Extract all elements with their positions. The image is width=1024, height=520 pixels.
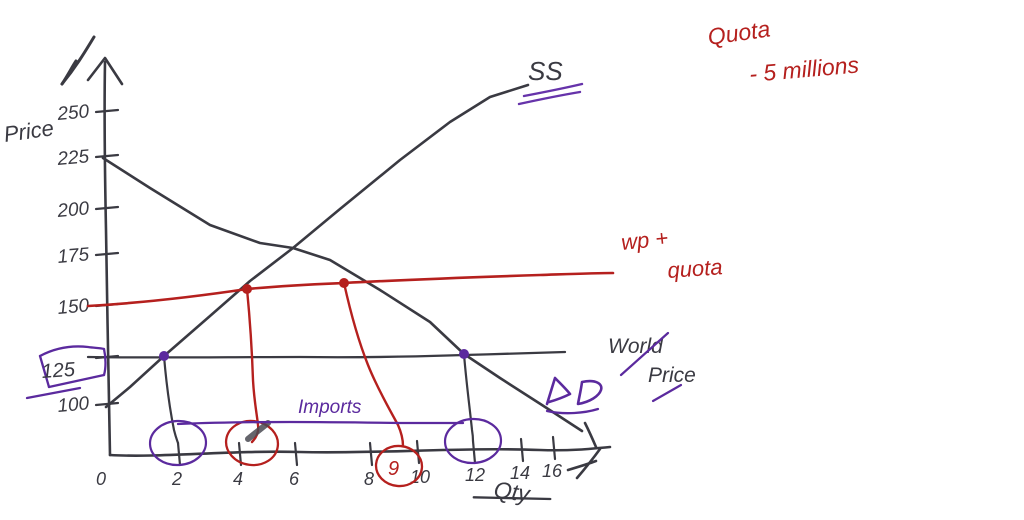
svg-text:quota: quota [667,254,724,283]
svg-text:wp +: wp + [620,225,670,255]
svg-text:0: 0 [96,469,106,489]
svg-text:9: 9 [388,458,399,480]
svg-text:16: 16 [542,461,563,481]
svg-text:10: 10 [410,467,430,487]
svg-text:100: 100 [57,393,91,417]
svg-text:150: 150 [57,295,91,319]
svg-text:125: 125 [41,359,77,383]
svg-text:200: 200 [56,198,91,222]
svg-text:12: 12 [465,465,485,485]
svg-text:Price: Price [648,364,696,387]
svg-text:SS: SS [528,56,563,86]
svg-text:2: 2 [171,469,182,489]
svg-text:6: 6 [289,469,300,489]
svg-text:World: World [608,335,664,358]
svg-text:250: 250 [56,101,91,125]
svg-text:4: 4 [233,469,243,489]
svg-text:Imports: Imports [298,397,362,418]
svg-text:8: 8 [364,469,374,489]
svg-text:Qty: Qty [492,476,533,507]
svg-text:175: 175 [57,244,91,268]
svg-text:225: 225 [56,146,91,170]
